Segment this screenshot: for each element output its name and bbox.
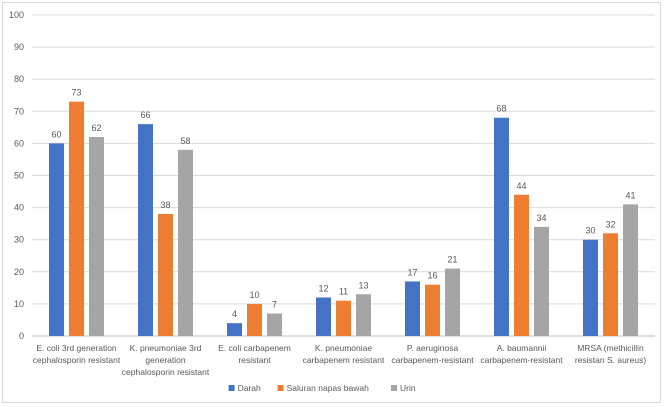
data-label: 34	[536, 213, 546, 223]
y-tick-label: 0	[19, 331, 24, 341]
x-tick-label: carbapenem-resistant	[391, 355, 474, 365]
bar-saluran-napas-bawah	[514, 194, 529, 336]
bar-saluran-napas-bawah	[158, 214, 173, 336]
bar-darah	[138, 124, 153, 336]
bar-darah	[49, 143, 64, 336]
y-tick-label: 20	[14, 267, 24, 277]
data-label: 21	[447, 255, 457, 265]
x-tick-label: E. coli carbapenem	[218, 343, 291, 353]
data-label: 11	[339, 287, 348, 297]
bar-darah	[227, 323, 242, 336]
bar-saluran-napas-bawah	[69, 101, 84, 336]
bar-darah	[583, 239, 598, 336]
data-label: 44	[516, 181, 526, 191]
bar-urin	[89, 136, 104, 336]
x-tick-label: carbapenem-resistant	[480, 355, 563, 365]
data-label: 58	[180, 136, 190, 146]
data-label: 16	[427, 271, 437, 281]
y-tick-label: 60	[14, 138, 24, 148]
x-tick-label: resistan S. aureus)	[575, 355, 647, 365]
x-tick-label: carbapenem resistant	[303, 355, 385, 365]
data-label: 73	[71, 88, 81, 98]
x-tick-label: generation	[145, 355, 185, 365]
legend-label: Saluran napas bawah	[287, 383, 370, 393]
data-label: 60	[51, 129, 61, 139]
bar-urin	[178, 149, 193, 336]
data-label: 62	[91, 123, 101, 133]
y-tick-label: 90	[14, 42, 24, 52]
legend-swatch	[391, 385, 397, 391]
data-label: 10	[249, 290, 259, 300]
data-label: 68	[496, 104, 506, 114]
y-tick-label: 10	[14, 299, 24, 309]
y-tick-label: 70	[14, 106, 24, 116]
chart-frame	[2, 2, 661, 403]
bar-urin	[623, 204, 638, 336]
y-tick-label: 40	[14, 203, 24, 213]
y-tick-label: 100	[9, 10, 24, 20]
legend-label: Urin	[400, 383, 416, 393]
y-tick-label: 30	[14, 235, 24, 245]
bar-urin	[445, 268, 460, 336]
x-tick-label: cephalosporin resistant	[122, 367, 210, 377]
x-tick-label: MRSA (methicillin	[577, 343, 644, 353]
y-tick-label: 80	[14, 74, 24, 84]
bar-saluran-napas-bawah	[247, 303, 262, 336]
x-tick-label: P. aeruginosa	[407, 343, 459, 353]
bar-saluran-napas-bawah	[336, 300, 351, 336]
bar-darah	[316, 297, 331, 336]
x-tick-label: E. coli 3rd generation	[36, 343, 117, 353]
bar-saluran-napas-bawah	[603, 233, 618, 336]
bar-saluran-napas-bawah	[425, 284, 440, 336]
x-tick-label: K. pneumoniae 3rd	[130, 343, 202, 353]
data-label: 66	[140, 110, 150, 120]
bar-darah	[405, 281, 420, 336]
y-tick-label: 50	[14, 171, 24, 181]
x-tick-label: K. pneumoniae	[315, 343, 372, 353]
x-tick-label: cephalosporin resistant	[33, 355, 121, 365]
data-label: 7	[272, 300, 277, 310]
data-label: 12	[318, 283, 328, 293]
data-label: 41	[625, 190, 635, 200]
data-label: 38	[160, 200, 170, 210]
x-tick-label: resistant	[238, 355, 271, 365]
data-label: 4	[232, 309, 237, 319]
bar-darah	[494, 117, 509, 336]
bar-urin	[267, 313, 282, 336]
bar-urin	[356, 294, 371, 336]
legend-label: Darah	[238, 383, 261, 393]
x-tick-label: A. baumannii	[497, 343, 547, 353]
legend-swatch	[228, 385, 235, 391]
data-label: 32	[605, 219, 615, 229]
bar-urin	[534, 226, 549, 336]
data-label: 13	[358, 280, 368, 290]
data-label: 30	[585, 226, 595, 236]
legend-swatch	[277, 385, 284, 391]
data-label: 17	[407, 267, 417, 277]
